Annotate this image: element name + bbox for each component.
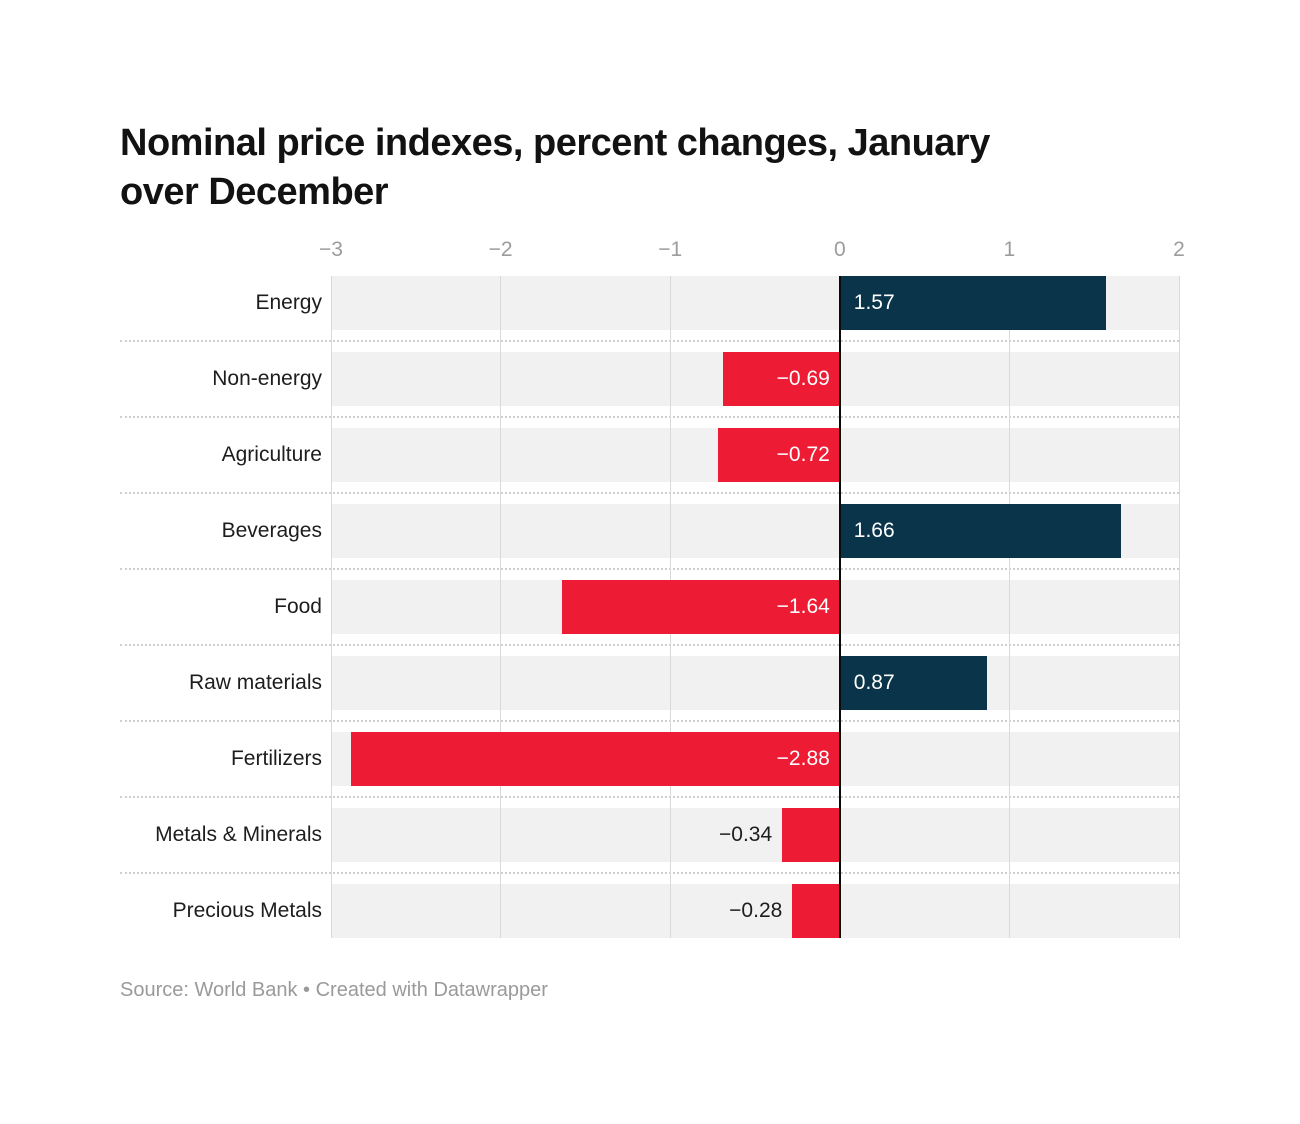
bar-raw-materials[interactable]: [839, 656, 988, 710]
row-separator: [120, 416, 1179, 418]
value-label: −0.34: [719, 823, 773, 846]
row-separator: [120, 720, 1179, 722]
row-separator: [120, 872, 1179, 874]
row-background: [331, 656, 1179, 710]
gridline: [1008, 276, 1010, 938]
source-note: Source: World Bank • Created with Datawr…: [120, 979, 548, 1001]
chart-title: Nominal price indexes, percent changes, …: [120, 119, 990, 217]
row-separator: [120, 568, 1179, 570]
bar-food[interactable]: [561, 580, 840, 634]
category-label-beverages: Beverages: [221, 519, 322, 542]
gridline: [500, 276, 502, 938]
x-axis-tick-label: −1: [658, 238, 683, 261]
category-label-non-energy: Non-energy: [212, 367, 322, 390]
category-label-energy: Energy: [255, 291, 322, 314]
gridline: [330, 276, 332, 938]
x-axis-tick-label: 0: [833, 238, 846, 261]
chart-title-line-2: over December: [120, 171, 389, 213]
plot-area: 1.57 −0.69 −0.72 1.66 −1.64 0.87 −2.88 −0.34 −0.…: [330, 276, 1180, 938]
bar-precious-metals[interactable]: [792, 884, 840, 938]
zero-axis-line: [838, 276, 841, 938]
value-label: −0.72: [776, 443, 830, 466]
row-separator: [120, 796, 1179, 798]
x-axis: −3 −2 −1 0 1 2: [0, 238, 1300, 264]
bar-metals-minerals[interactable]: [782, 808, 840, 862]
x-axis-tick-label: 2: [1173, 238, 1185, 261]
x-axis-tick-label: −2: [488, 238, 513, 261]
gridline: [1178, 276, 1180, 938]
x-axis-tick-label: 1: [1003, 238, 1016, 261]
value-label: 1.66: [853, 519, 895, 542]
category-label-agriculture: Agriculture: [221, 443, 322, 466]
bar-agriculture[interactable]: [717, 428, 840, 482]
bar-non-energy[interactable]: [722, 352, 840, 406]
row-background: [331, 884, 1179, 938]
bar-energy[interactable]: [839, 276, 1107, 330]
value-label: 0.87: [853, 671, 895, 694]
category-label-fertilizers: Fertilizers: [230, 747, 322, 770]
category-label-metals-minerals: Metals & Minerals: [155, 823, 322, 846]
x-axis-tick-label: −3: [319, 238, 343, 261]
value-label: −0.69: [776, 367, 830, 390]
row-separator: [120, 492, 1179, 494]
category-label-raw-materials: Raw materials: [188, 671, 322, 694]
row-separator: [120, 340, 1179, 342]
bar-beverages[interactable]: [839, 504, 1122, 558]
value-label: −2.88: [776, 747, 830, 770]
bar-fertilizers[interactable]: [351, 732, 840, 786]
row-background: [331, 808, 1179, 862]
chart-title-line-1: Nominal price indexes, percent changes, …: [120, 122, 990, 164]
category-label-food: Food: [274, 595, 322, 618]
value-label: 1.57: [853, 291, 895, 314]
value-label: −0.28: [729, 899, 783, 922]
value-label: −1.64: [776, 595, 830, 618]
row-separator: [120, 644, 1179, 646]
category-label-precious-metals: Precious Metals: [172, 899, 322, 922]
